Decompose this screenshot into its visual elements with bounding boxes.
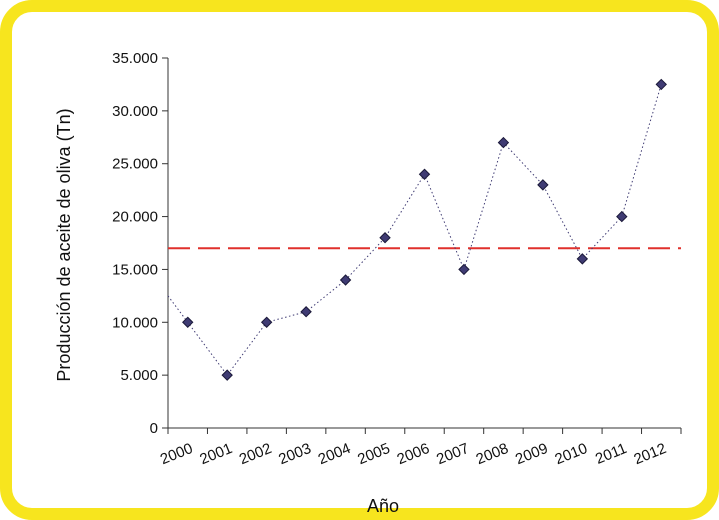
y-tick-label: 15.000 bbox=[112, 261, 158, 278]
data-point bbox=[616, 210, 628, 223]
y-tick-label: 0 bbox=[150, 420, 158, 437]
series-line bbox=[167, 84, 662, 376]
data-point bbox=[537, 179, 549, 191]
y-tick-label: 35.000 bbox=[112, 50, 158, 67]
y-axis-title: Producción de aceite de oliva (Tn) bbox=[54, 108, 74, 381]
data-point bbox=[221, 369, 233, 381]
data-point bbox=[339, 274, 352, 286]
y-tick-label: 20.000 bbox=[112, 209, 158, 226]
data-point bbox=[655, 78, 667, 91]
data-point bbox=[576, 253, 589, 265]
y-tick-label: 30.000 bbox=[112, 103, 158, 120]
data-point bbox=[182, 316, 194, 328]
y-tick-label: 10.000 bbox=[112, 314, 158, 331]
data-point bbox=[497, 136, 510, 149]
x-axis-title: Año bbox=[367, 496, 399, 516]
data-point bbox=[260, 316, 273, 328]
data-point bbox=[300, 306, 312, 318]
data-point bbox=[418, 168, 431, 180]
data-point bbox=[458, 263, 470, 276]
data-point bbox=[379, 232, 391, 244]
y-tick-label: 25.000 bbox=[112, 156, 158, 173]
y-tick-label: 5.000 bbox=[120, 367, 158, 384]
